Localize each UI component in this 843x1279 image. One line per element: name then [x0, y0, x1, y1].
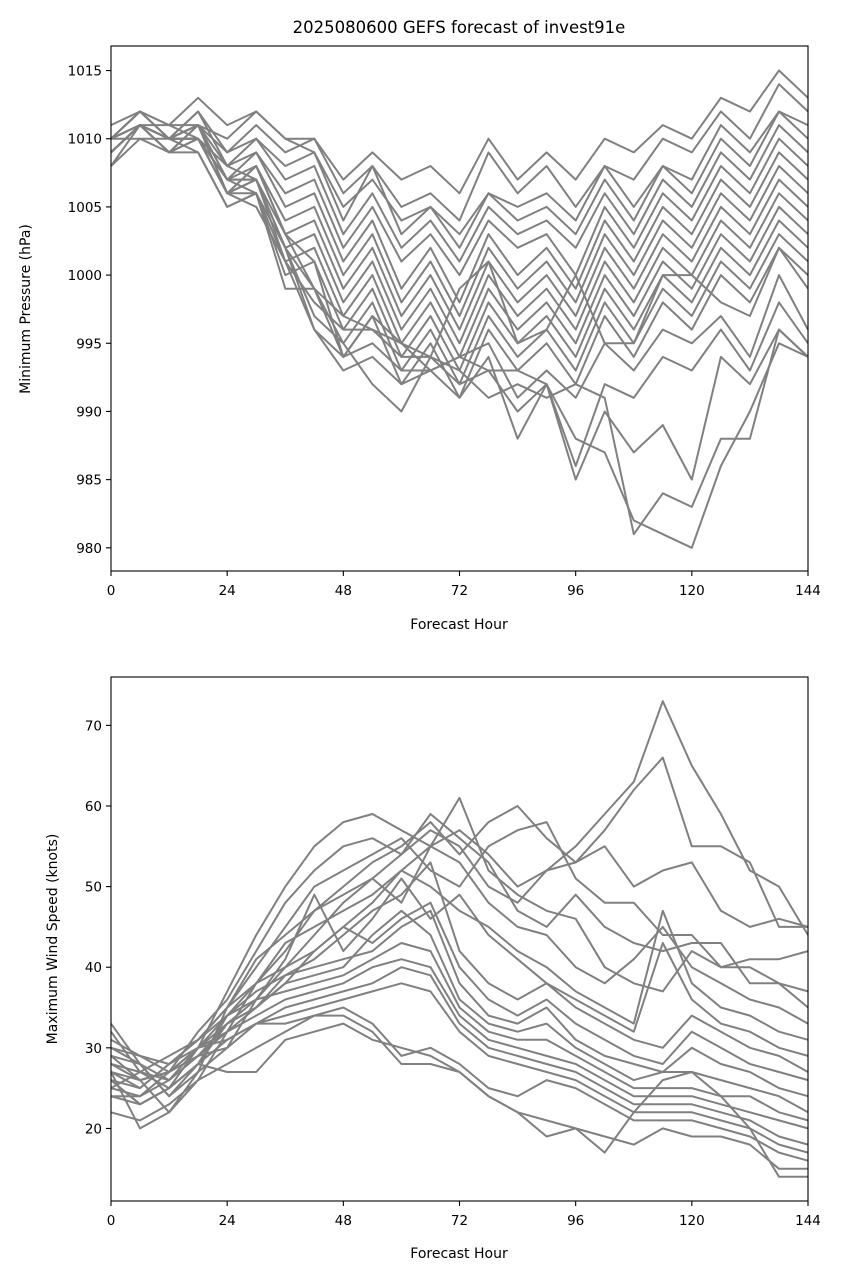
wind-x-tick-label: 96: [567, 1213, 584, 1229]
wind-y-tick-label: 70: [85, 718, 102, 734]
pressure-y-axis-label: Minimum Pressure (hPa): [18, 224, 34, 394]
wind-x-tick-label: 144: [795, 1213, 821, 1229]
pressure-y-tick-label: 1005: [68, 200, 102, 216]
wind-x-axis: 0 24 48 72 96 120 144: [107, 1201, 821, 1229]
pressure-series-line-5: [110, 110, 809, 263]
pressure-x-tick-label: 72: [451, 583, 468, 599]
wind-series-line-5: [110, 813, 809, 1098]
pressure-y-tick-label: 1000: [68, 268, 102, 284]
pressure-x-tick-label: 96: [567, 583, 584, 599]
wind-y-axis: 20 30 40 50 60 70: [85, 718, 111, 1137]
wind-series-line-11: [110, 901, 809, 1090]
wind-y-tick-label: 20: [85, 1121, 102, 1137]
pressure-x-tick-label: 120: [679, 583, 705, 599]
pressure-y-tick-label: 990: [76, 404, 102, 420]
pressure-y-tick-label: 985: [76, 473, 102, 489]
wind-series-lines: [110, 700, 809, 1178]
pressure-x-axis: 0 24 48 72 96 120 144: [107, 571, 821, 599]
chart-title: 2025080600 GEFS forecast of invest91e: [293, 18, 626, 37]
pressure-y-tick-label: 995: [76, 336, 102, 352]
wind-x-tick-label: 24: [219, 1213, 236, 1229]
wind-y-tick-label: 30: [85, 1041, 102, 1057]
pressure-y-tick-label: 1010: [68, 132, 102, 148]
pressure-series-line-15: [111, 137, 809, 358]
wind-series-line-18: [110, 1006, 809, 1162]
wind-x-axis-label: Forecast Hour: [410, 1246, 508, 1262]
pressure-x-tick-label: 0: [107, 583, 116, 599]
pressure-series-line-20: [110, 110, 809, 549]
wind-x-tick-label: 120: [679, 1213, 705, 1229]
pressure-chart: 2025080600 GEFS forecast of invest91e 0 2…: [18, 18, 821, 633]
pressure-series-line-1: [110, 69, 809, 195]
pressure-x-tick-label: 24: [219, 583, 236, 599]
pressure-series-line-19: [110, 124, 809, 536]
wind-y-axis-label: Maximum Wind Speed (knots): [45, 834, 61, 1045]
wind-y-tick-label: 50: [85, 880, 102, 896]
pressure-series-lines: [110, 69, 809, 549]
pressure-series-line-3: [110, 110, 809, 236]
wind-y-tick-label: 60: [85, 799, 102, 815]
wind-series-line-15: [110, 958, 809, 1130]
wind-series-line-20: [110, 1022, 808, 1178]
pressure-y-tick-label: 1015: [68, 64, 102, 80]
wind-chart: 0 24 48 72 96 120 144 20 30 40 50 60 70 Forecast Ho…: [45, 676, 821, 1262]
pressure-x-tick-label: 48: [335, 583, 352, 599]
wind-series-line-17: [110, 982, 809, 1154]
pressure-x-axis-label: Forecast Hour: [410, 617, 508, 633]
pressure-y-axis: 980 985 990 995 1000 1005 1010 1015: [68, 64, 111, 557]
wind-series-line-14: [110, 942, 809, 1122]
wind-x-tick-label: 0: [107, 1213, 116, 1229]
wind-x-tick-label: 72: [451, 1213, 468, 1229]
wind-y-tick-label: 40: [85, 960, 102, 976]
wind-series-line-6: [110, 796, 809, 1106]
wind-x-tick-label: 48: [335, 1213, 352, 1229]
pressure-y-tick-label: 980: [76, 541, 102, 557]
pressure-x-tick-label: 144: [795, 583, 821, 599]
